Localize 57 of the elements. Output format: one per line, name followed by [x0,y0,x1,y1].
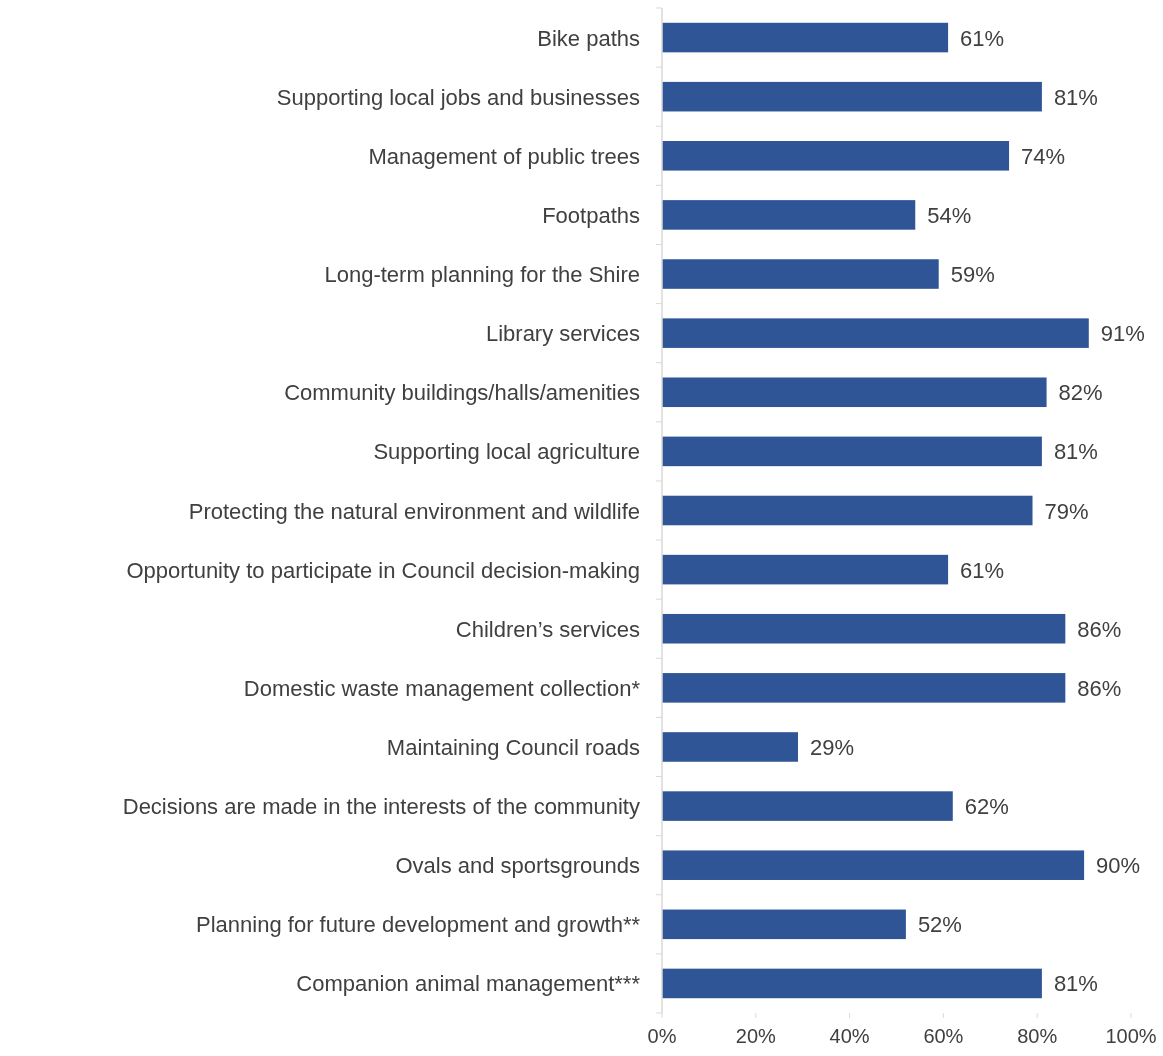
y-tick-label: Maintaining Council roads [386,734,640,760]
x-tick-label: 100% [1105,1025,1157,1047]
y-tick-label: Footpaths [542,202,640,228]
y-tick-label: Community buildings/halls/amenities [284,380,640,406]
data-label: 62% [964,794,1009,820]
data-label: 81% [1053,84,1098,110]
bar [662,850,1085,880]
bar [662,200,916,230]
y-tick-label: Management of public trees [368,143,640,169]
data-label: 86% [1077,616,1122,642]
bar [662,377,1047,408]
data-label: 81% [1053,439,1098,465]
bar [662,909,906,940]
bar [662,613,1066,644]
data-label: 52% [917,912,962,938]
data-label: 54% [927,202,972,228]
data-label: 82% [1058,380,1103,406]
y-tick-label: Decisions are made in the interests of the community [122,794,640,820]
bar [662,968,1042,999]
data-label: 74% [1021,143,1066,169]
bar [662,554,949,585]
y-tick-label: Supporting local jobs and businesses [276,84,640,110]
data-label: 61% [960,25,1005,51]
bar [662,436,1042,467]
y-tick-label: Planning for future development and growth** [196,912,641,938]
bar [662,22,949,53]
x-tick-label: 40% [829,1025,870,1047]
y-tick-label: Domestic waste management collection* [243,675,641,701]
bar [662,673,1066,703]
bar [662,141,1010,171]
y-tick-label: Children’s services [455,616,640,642]
data-label: 90% [1096,853,1141,879]
y-tick-label: Opportunity to participate in Council decision-making [126,557,640,583]
y-tick-label: Protecting the natural environment and wildlife [188,498,640,524]
x-tick-label: 20% [735,1025,777,1047]
data-label: 79% [1044,498,1089,524]
data-label: 81% [1053,971,1098,997]
bar [662,81,1042,112]
data-label: 86% [1077,675,1122,701]
data-label: 29% [810,734,855,760]
bar [662,259,939,289]
x-tick-label: 0% [647,1025,677,1047]
y-tick-label: Long-term planning for the Shire [324,262,640,288]
bar [662,495,1033,526]
y-tick-label: Companion animal management*** [296,971,641,997]
y-tick-label: Bike paths [537,25,640,51]
data-label: 59% [950,262,995,288]
y-tick-label: Ovals and sportsgrounds [395,853,640,879]
bar [662,791,953,821]
data-label: 91% [1100,321,1145,347]
y-tick-label: Library services [485,321,640,347]
bar [662,732,799,762]
x-tick-label: 60% [923,1025,964,1047]
bar [662,318,1089,348]
data-label: 61% [960,557,1005,583]
y-tick-label: Supporting local agriculture [373,439,640,465]
x-tick-label: 80% [1017,1025,1058,1047]
